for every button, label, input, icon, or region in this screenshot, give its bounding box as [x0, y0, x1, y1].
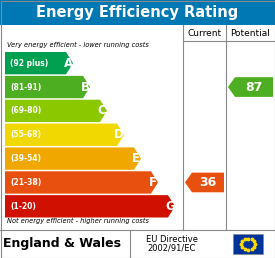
Text: Current: Current — [188, 28, 222, 37]
Bar — [0, 0, 275, 25]
Text: (1-20): (1-20) — [10, 202, 36, 211]
Text: 87: 87 — [245, 80, 263, 94]
Text: (39-54): (39-54) — [10, 154, 41, 163]
Text: (21-38): (21-38) — [10, 178, 41, 187]
Polygon shape — [5, 52, 73, 74]
Text: 2002/91/EC: 2002/91/EC — [148, 244, 196, 253]
Text: B: B — [81, 80, 89, 94]
Text: (55-68): (55-68) — [10, 130, 41, 139]
Text: (69-80): (69-80) — [10, 106, 41, 115]
Text: E: E — [132, 152, 140, 165]
Polygon shape — [5, 171, 158, 194]
Polygon shape — [5, 124, 124, 146]
Text: D: D — [114, 128, 124, 141]
Text: Very energy efficient - lower running costs: Very energy efficient - lower running co… — [7, 42, 149, 48]
Text: EU Directive: EU Directive — [146, 235, 198, 244]
Text: (92 plus): (92 plus) — [10, 59, 48, 68]
Polygon shape — [5, 147, 141, 170]
Text: Not energy efficient - higher running costs: Not energy efficient - higher running co… — [7, 218, 149, 224]
Text: F: F — [149, 176, 157, 189]
Text: Energy Efficiency Rating: Energy Efficiency Rating — [36, 5, 239, 20]
Text: A: A — [64, 57, 73, 70]
Text: C: C — [98, 104, 106, 117]
Polygon shape — [185, 173, 224, 192]
Text: (81-91): (81-91) — [10, 83, 41, 92]
Bar — [233, 234, 263, 254]
Text: 36: 36 — [199, 176, 217, 189]
Polygon shape — [5, 76, 90, 98]
Polygon shape — [228, 77, 273, 97]
Polygon shape — [5, 195, 175, 217]
Polygon shape — [5, 100, 107, 122]
Text: Potential: Potential — [230, 28, 270, 37]
Text: England & Wales: England & Wales — [3, 238, 121, 251]
Text: G: G — [165, 200, 175, 213]
